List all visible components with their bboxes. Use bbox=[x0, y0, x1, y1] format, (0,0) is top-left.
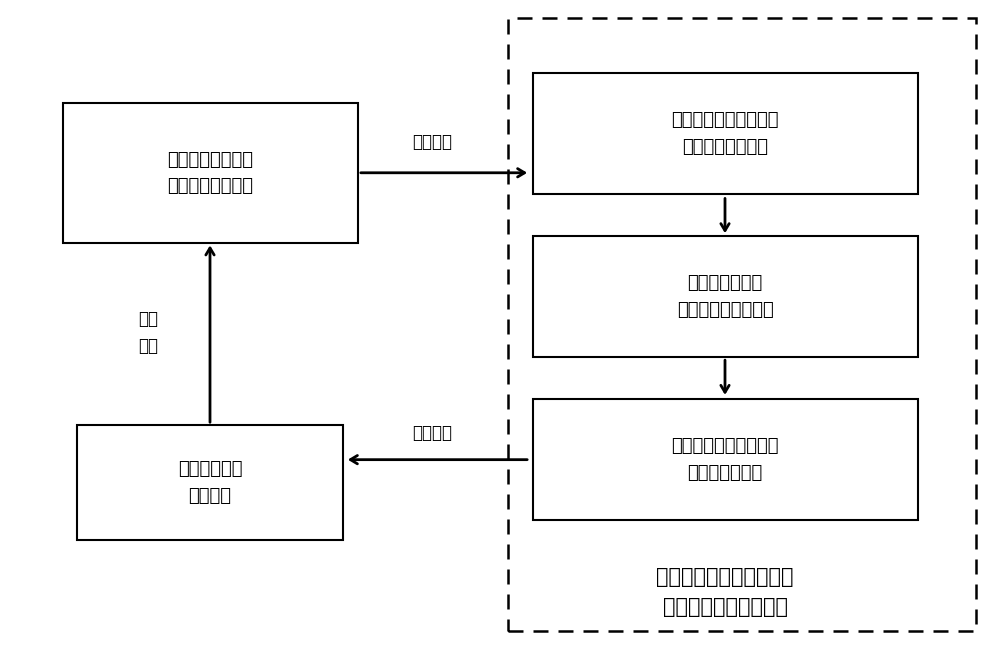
Text: 协作学习过程
反馈模块: 协作学习过程 反馈模块 bbox=[178, 460, 242, 505]
Text: 协作学习平台用户
协作过程历史数据: 协作学习平台用户 协作过程历史数据 bbox=[167, 151, 253, 195]
Text: 在线协作学习平台用户
交互信任网络构建: 在线协作学习平台用户 交互信任网络构建 bbox=[671, 111, 779, 156]
Bar bbox=[508, 18, 976, 631]
Bar bbox=[77, 425, 342, 540]
Text: 数据获取: 数据获取 bbox=[412, 133, 452, 151]
Text: 数据
更新: 数据 更新 bbox=[138, 310, 158, 355]
Bar bbox=[532, 74, 918, 194]
Bar bbox=[532, 399, 918, 520]
Bar bbox=[532, 237, 918, 357]
Text: 基于用户交互信任网络的
在线协作学习用户分组: 基于用户交互信任网络的 在线协作学习用户分组 bbox=[656, 567, 794, 617]
Text: 基于斯坦纳树的
协作学习小组初始化: 基于斯坦纳树的 协作学习小组初始化 bbox=[677, 274, 773, 319]
Text: 基于交互信任网络局部
搜索的用户分组: 基于交互信任网络局部 搜索的用户分组 bbox=[671, 437, 779, 482]
Text: 分组结果: 分组结果 bbox=[412, 424, 452, 442]
Bar bbox=[62, 103, 358, 243]
